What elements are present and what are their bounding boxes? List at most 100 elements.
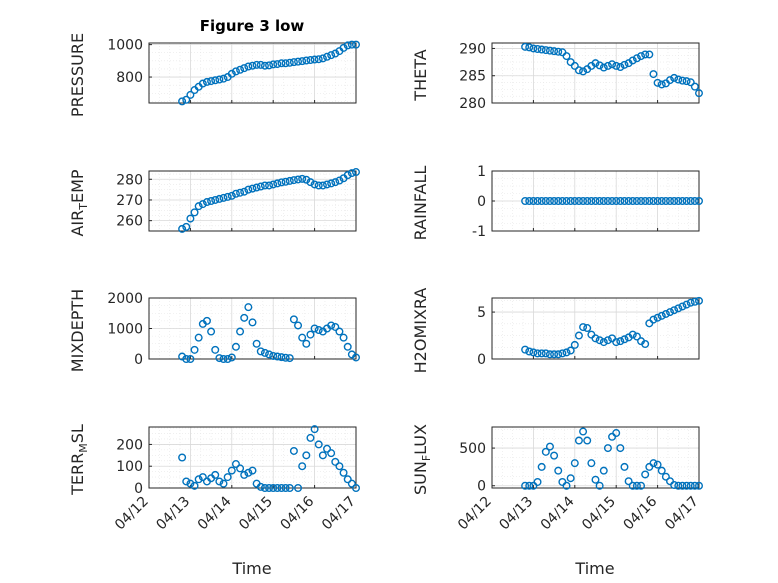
x-tick-label: 04/16	[621, 493, 661, 533]
data-point	[182, 477, 191, 486]
x-axis-label-right: Time	[574, 559, 614, 578]
data-point	[269, 60, 278, 69]
data-point	[562, 196, 571, 205]
data-point	[256, 347, 265, 356]
data-point	[570, 196, 579, 205]
data-point	[281, 59, 290, 68]
data-point	[603, 196, 612, 205]
data-point	[541, 349, 550, 358]
y-tick-label: 5	[477, 305, 486, 321]
data-point	[314, 440, 323, 449]
data-point	[265, 61, 274, 70]
data-point	[331, 49, 340, 58]
data-point	[591, 196, 600, 205]
figure-title: Figure 3 low	[200, 17, 305, 35]
data-point	[178, 453, 187, 462]
data-point	[256, 482, 265, 491]
data-point	[686, 481, 695, 490]
data-point	[207, 327, 216, 336]
data-point	[616, 444, 625, 453]
data-point	[314, 326, 323, 335]
data-point	[637, 196, 646, 205]
data-point	[252, 60, 261, 69]
data-point	[661, 196, 670, 205]
data-point	[343, 171, 352, 180]
data-point	[352, 353, 361, 362]
data-point	[310, 324, 319, 333]
data-point	[632, 54, 641, 63]
axes-frame	[491, 297, 700, 360]
y-tick-label: 0	[477, 352, 486, 368]
data-point	[599, 63, 608, 72]
y-tick-label: 280	[116, 172, 143, 188]
subplot-h2omixra: 0 5 H2OMIXRA	[411, 288, 704, 373]
data-point	[294, 57, 303, 66]
data-point	[574, 331, 583, 340]
data-point	[583, 324, 592, 333]
data-point	[277, 59, 286, 68]
data-point	[339, 468, 348, 477]
data-point	[521, 345, 530, 354]
data-point	[339, 43, 348, 52]
data-point	[190, 345, 199, 354]
data-point	[616, 337, 625, 346]
y-tick-label: -1	[472, 224, 486, 240]
data-point	[682, 196, 691, 205]
data-point	[599, 196, 608, 205]
data-point	[248, 318, 257, 327]
y-tick-label: 0	[134, 352, 143, 368]
data-point	[352, 40, 361, 49]
data-point	[628, 196, 637, 205]
data-point	[277, 484, 286, 493]
data-point	[686, 78, 695, 87]
y-axis-label: SUNFLUX	[411, 424, 433, 495]
data-point	[194, 475, 203, 484]
data-point	[521, 481, 530, 490]
x-tick-label: 04/15	[579, 494, 619, 534]
data-point	[244, 62, 253, 71]
data-point	[632, 481, 641, 490]
data-point	[327, 179, 336, 188]
data-point	[352, 484, 361, 493]
data-point	[587, 196, 596, 205]
data-point	[570, 340, 579, 349]
data-point	[670, 306, 679, 315]
data-point	[265, 484, 274, 493]
data-point	[666, 196, 675, 205]
y-axis-label: THETA	[411, 49, 430, 101]
data-point	[550, 196, 559, 205]
data-point	[281, 177, 290, 186]
y-tick-label: 0	[477, 479, 486, 495]
data-point	[219, 193, 228, 202]
data-point	[310, 425, 319, 434]
data-point	[574, 196, 583, 205]
subplot-theta: 280 285 290 THETA	[411, 41, 704, 112]
data-point	[211, 470, 220, 479]
data-point	[327, 51, 336, 60]
data-point	[550, 350, 559, 359]
data-point	[211, 195, 220, 204]
x-tick-label: 04/17	[319, 494, 359, 534]
data-point	[335, 462, 344, 471]
data-point	[529, 348, 538, 357]
data-point	[227, 191, 236, 200]
data-point	[649, 315, 658, 324]
data-point	[612, 429, 621, 438]
data-point	[248, 184, 257, 193]
data-point	[236, 327, 245, 336]
data-point	[628, 56, 637, 65]
data-point	[194, 333, 203, 342]
data-point	[310, 180, 319, 189]
data-point	[211, 76, 220, 85]
data-point	[690, 196, 699, 205]
data-point	[682, 77, 691, 86]
y-tick-label: 100	[116, 459, 143, 475]
x-tick-label: 04/12	[112, 494, 152, 534]
data-point	[603, 61, 612, 70]
data-point	[570, 459, 579, 468]
data-point	[236, 188, 245, 197]
data-point	[570, 61, 579, 70]
x-tick-label: 04/13	[153, 494, 193, 534]
data-point	[632, 196, 641, 205]
data-point	[327, 321, 336, 330]
